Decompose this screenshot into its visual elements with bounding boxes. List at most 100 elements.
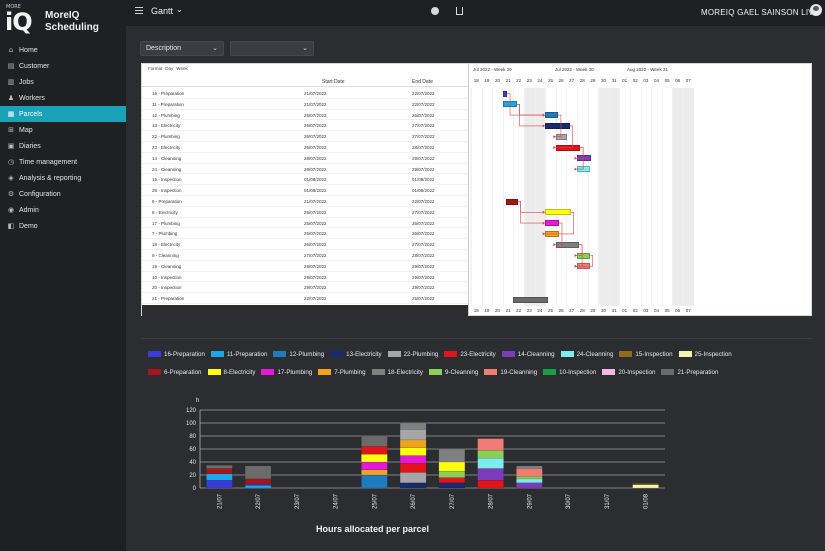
bar-segment[interactable] [361, 461, 388, 470]
gantt-row[interactable]: 19 - Cleanning 28/07/2022 29/07/2022 [142, 261, 468, 272]
legend-item[interactable]: 13-Electricity [330, 349, 382, 360]
user-avatar-icon[interactable] [810, 4, 822, 16]
bar-segment[interactable] [244, 478, 272, 485]
legend-item[interactable]: 16-Preparation [148, 349, 205, 360]
bar-segment[interactable] [399, 482, 427, 489]
bar-segment[interactable] [516, 476, 543, 480]
logo[interactable]: MORE iQ MoreIQ Scheduling [4, 4, 122, 36]
gantt-row[interactable]: 25 - Inspection 01/08/2022 01/08/2022 [142, 185, 468, 196]
legend-item[interactable]: 21-Preparation [661, 367, 718, 378]
legend-item[interactable]: 20-Inspection [602, 367, 655, 378]
bar-segment[interactable] [438, 461, 466, 472]
gantt-task-bar[interactable] [502, 90, 508, 97]
legend-item[interactable]: 8-Electricity [207, 367, 255, 378]
gantt-row[interactable]: 17 - Plumbing 25/07/2022 26/07/2022 [142, 218, 468, 229]
gantt-row[interactable]: 21 - Preparation 22/07/2022 25/07/2022 [142, 293, 468, 304]
sidebar-item-diaries[interactable]: ▣ Diaries [0, 138, 126, 154]
gantt-row[interactable]: 22 - Plumbing 26/07/2022 27/07/2022 [142, 131, 468, 142]
gantt-task-bar[interactable] [545, 209, 571, 216]
bar-segment[interactable] [361, 469, 388, 476]
legend-item[interactable]: 24-Cleanning [560, 349, 613, 360]
bar-segment[interactable] [206, 473, 233, 481]
gantt-row[interactable]: 12 - Plumbing 25/07/2022 26/07/2022 [142, 110, 468, 121]
gantt-task-bar[interactable] [502, 101, 517, 108]
sidebar-item-demo[interactable]: ◧ Demo [0, 218, 126, 234]
sidebar-item-home[interactable]: ⌂ Home [0, 42, 126, 58]
bar-segment[interactable] [399, 463, 427, 473]
sidebar-item-jobs[interactable]: ▥ Jobs [0, 74, 126, 90]
bar-segment[interactable] [632, 484, 659, 489]
legend-item[interactable]: 19-Cleanning [484, 367, 537, 378]
sidebar-item-admin[interactable]: ◉ Admin [0, 202, 126, 218]
bar-segment[interactable] [399, 429, 427, 441]
gantt-task-bar[interactable] [513, 297, 549, 303]
column-header-end[interactable]: End Date [412, 79, 433, 85]
bar-segment[interactable] [361, 446, 388, 455]
export-icon[interactable] [456, 7, 463, 15]
bar-segment[interactable] [206, 479, 233, 489]
bar-segment[interactable] [477, 457, 504, 469]
bar-segment[interactable] [438, 482, 466, 489]
bar-segment[interactable] [399, 422, 427, 430]
legend-item[interactable]: 14-Cleanning [501, 349, 555, 360]
gantt-row[interactable]: 13 - Electricity 26/07/2022 27/07/2022 [142, 120, 468, 132]
legend-item[interactable]: 25-Inspection [678, 349, 732, 360]
bar-segment[interactable] [632, 483, 659, 485]
sidebar-item-configuration[interactable]: ⚙ Configuration [0, 186, 126, 202]
gantt-row[interactable]: 24 - Cleanning 28/07/2022 29/07/2022 [142, 164, 468, 175]
legend-item[interactable]: 6-Preparation [148, 367, 202, 378]
bar-segment[interactable] [438, 470, 466, 478]
bar-segment[interactable] [477, 468, 504, 481]
legend-item[interactable]: 10-Inspection [543, 367, 596, 378]
gantt-row[interactable]: 8 - Electricity 25/07/2022 27/07/2022 [142, 207, 468, 218]
bar-segment[interactable] [361, 474, 388, 489]
legend-item[interactable]: 18-Electricity [371, 367, 423, 378]
bar-segment[interactable] [399, 472, 427, 484]
gantt-format-option[interactable]: Week [176, 66, 188, 71]
bar-segment[interactable] [361, 435, 388, 447]
horizontal-scrollbar[interactable] [142, 305, 468, 316]
column-header-start[interactable]: Start Date [322, 79, 345, 85]
legend-item[interactable]: 7-Plumbing [318, 367, 366, 378]
bar-segment[interactable] [477, 450, 504, 459]
gantt-row[interactable]: 16 - Preparation 21/07/2022 22/07/2022 [142, 88, 468, 99]
gantt-format-option[interactable]: Day [165, 66, 174, 71]
gantt-row[interactable]: 23 - Electricity 26/07/2022 28/07/2022 [142, 142, 468, 153]
gantt-task-bar[interactable] [545, 112, 558, 119]
bar-segment[interactable] [244, 465, 272, 480]
gantt-row[interactable]: 14 - Cleanning 28/07/2022 29/07/2022 [142, 153, 468, 164]
bar-segment[interactable] [399, 439, 427, 448]
gantt-row[interactable]: 18 - Electricity 26/07/2022 27/07/2022 [142, 239, 468, 250]
bar-segment[interactable] [516, 478, 543, 484]
gantt-row[interactable]: 9 - Cleanning 27/07/2022 28/07/2022 [142, 250, 468, 261]
bar-segment[interactable] [399, 455, 427, 464]
bar-segment[interactable] [516, 468, 543, 477]
refresh-icon[interactable] [431, 7, 439, 15]
legend-item[interactable]: 11-Preparation [210, 349, 267, 360]
bar-segment[interactable] [244, 485, 272, 489]
bar-segment[interactable] [206, 468, 233, 474]
gantt-row[interactable]: 11 - Preparation 21/07/2022 22/07/2022 [142, 99, 468, 110]
legend-item[interactable]: 17-Plumbing [261, 367, 312, 378]
bar-segment[interactable] [516, 465, 543, 469]
legend-item[interactable]: 9-Cleanning [428, 367, 478, 378]
bar-segment[interactable] [438, 477, 466, 483]
sidebar-item-time-management[interactable]: ◷ Time management [0, 154, 126, 170]
legend-item[interactable]: 23-Electricity [444, 349, 496, 360]
hamburger-menu-icon[interactable] [135, 7, 143, 15]
view-selector[interactable]: Gantt [151, 6, 174, 16]
description-select[interactable]: Description ⌄ [140, 41, 224, 56]
sidebar-item-map[interactable]: ⊞ Map [0, 122, 126, 138]
gantt-format-option[interactable]: Format [148, 66, 163, 71]
legend-item[interactable]: 22-Plumbing [387, 349, 438, 360]
sidebar-item-customer[interactable]: ▤ Customer [0, 58, 126, 74]
legend-item[interactable]: 12-Plumbing [273, 349, 324, 360]
sidebar-item-workers[interactable]: ♟ Workers [0, 90, 126, 106]
bar-segment[interactable] [206, 465, 233, 469]
gantt-row[interactable]: 15 - Inspection 01/08/2022 01/08/2022 [142, 174, 468, 186]
bar-segment[interactable] [516, 482, 543, 489]
gantt-task-bar[interactable] [505, 198, 518, 205]
gantt-row[interactable]: 10 - Inspection 29/07/2022 29/07/2022 [142, 272, 468, 283]
bar-segment[interactable] [399, 447, 427, 456]
sidebar-item-analysis-reporting[interactable]: ◈ Analysis & reporting [0, 170, 126, 186]
